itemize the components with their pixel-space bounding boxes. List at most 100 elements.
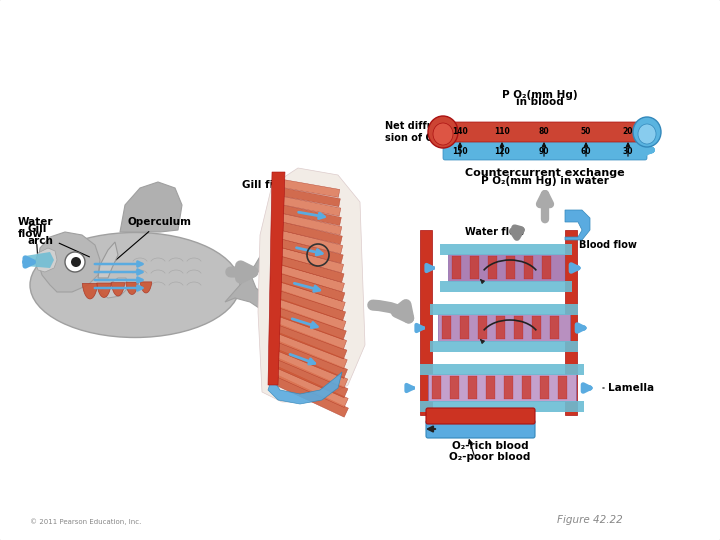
Polygon shape (430, 341, 578, 352)
Polygon shape (111, 282, 125, 296)
Text: 60: 60 (581, 147, 591, 156)
Text: 90: 90 (539, 147, 549, 156)
Polygon shape (488, 256, 497, 279)
Polygon shape (25, 252, 54, 268)
Polygon shape (460, 316, 469, 339)
Text: Blood
vessels: Blood vessels (284, 348, 345, 381)
Polygon shape (274, 289, 346, 321)
Polygon shape (98, 242, 118, 278)
Polygon shape (514, 316, 523, 339)
Polygon shape (100, 278, 128, 298)
Polygon shape (496, 316, 505, 339)
Text: P O₂(mm Hg): P O₂(mm Hg) (502, 90, 578, 100)
Text: Net diffu-
sion of O₂: Net diffu- sion of O₂ (385, 121, 438, 143)
Polygon shape (540, 376, 549, 399)
Polygon shape (277, 221, 342, 245)
Text: Countercurrent exchange: Countercurrent exchange (465, 168, 625, 178)
Polygon shape (558, 376, 567, 399)
Polygon shape (420, 364, 584, 375)
Polygon shape (268, 172, 285, 385)
Polygon shape (272, 323, 347, 359)
Polygon shape (438, 314, 570, 341)
Text: 110: 110 (494, 127, 510, 137)
Polygon shape (38, 232, 100, 292)
Text: Figure 42.22: Figure 42.22 (557, 515, 623, 525)
Polygon shape (470, 256, 479, 279)
Polygon shape (486, 376, 495, 399)
Text: 50: 50 (581, 127, 591, 137)
Polygon shape (506, 256, 515, 279)
Polygon shape (440, 281, 572, 292)
Polygon shape (258, 168, 365, 402)
Polygon shape (504, 376, 513, 399)
Polygon shape (96, 283, 112, 298)
Ellipse shape (428, 116, 458, 148)
Polygon shape (120, 182, 182, 232)
Polygon shape (275, 272, 345, 301)
Polygon shape (140, 282, 152, 293)
Polygon shape (271, 340, 348, 379)
Polygon shape (270, 365, 348, 408)
Polygon shape (225, 248, 275, 312)
Polygon shape (542, 256, 551, 279)
FancyBboxPatch shape (443, 122, 647, 142)
Polygon shape (276, 255, 344, 282)
Polygon shape (272, 331, 347, 369)
Polygon shape (448, 254, 564, 281)
Polygon shape (271, 348, 348, 388)
Polygon shape (273, 306, 346, 340)
Text: O₂-rich blood: O₂-rich blood (451, 441, 528, 451)
Text: 140: 140 (452, 127, 468, 137)
Polygon shape (274, 280, 346, 311)
Polygon shape (275, 264, 344, 292)
Polygon shape (268, 372, 342, 404)
Polygon shape (432, 376, 441, 399)
Polygon shape (440, 244, 572, 255)
Polygon shape (126, 282, 138, 294)
Ellipse shape (633, 117, 661, 147)
Polygon shape (276, 238, 343, 264)
Text: O₂-poor blood: O₂-poor blood (449, 452, 531, 462)
Text: 150: 150 (452, 147, 468, 156)
Polygon shape (35, 248, 57, 272)
Polygon shape (522, 376, 531, 399)
Polygon shape (274, 298, 346, 330)
Text: Water
flow: Water flow (18, 217, 53, 259)
Polygon shape (279, 187, 341, 207)
Text: in blood: in blood (516, 97, 564, 107)
Polygon shape (82, 284, 98, 299)
Polygon shape (478, 316, 487, 339)
Polygon shape (277, 230, 343, 254)
Text: Gill arch: Gill arch (282, 334, 351, 388)
Polygon shape (452, 256, 461, 279)
Polygon shape (420, 230, 432, 415)
Polygon shape (273, 314, 346, 349)
Polygon shape (532, 316, 541, 339)
Text: Blood flow: Blood flow (579, 240, 637, 250)
Ellipse shape (638, 124, 656, 144)
Polygon shape (278, 205, 341, 226)
FancyBboxPatch shape (443, 140, 647, 160)
Polygon shape (524, 256, 533, 279)
Polygon shape (565, 230, 577, 415)
Ellipse shape (433, 123, 453, 145)
Text: Operculum: Operculum (112, 217, 192, 263)
Polygon shape (450, 376, 459, 399)
Polygon shape (442, 316, 451, 339)
Text: 30: 30 (623, 147, 634, 156)
Polygon shape (430, 304, 578, 315)
Polygon shape (550, 316, 559, 339)
Polygon shape (279, 179, 340, 197)
Text: Water flow: Water flow (465, 227, 525, 237)
Ellipse shape (30, 233, 240, 338)
Text: 20: 20 (623, 127, 634, 137)
Text: Gill
arch: Gill arch (28, 224, 89, 257)
Circle shape (65, 252, 85, 272)
Circle shape (71, 257, 81, 267)
Text: © 2011 Pearson Education, Inc.: © 2011 Pearson Education, Inc. (30, 518, 141, 525)
Polygon shape (271, 356, 348, 398)
FancyBboxPatch shape (426, 408, 535, 424)
Polygon shape (565, 210, 590, 240)
Polygon shape (279, 196, 341, 216)
Polygon shape (428, 374, 576, 401)
